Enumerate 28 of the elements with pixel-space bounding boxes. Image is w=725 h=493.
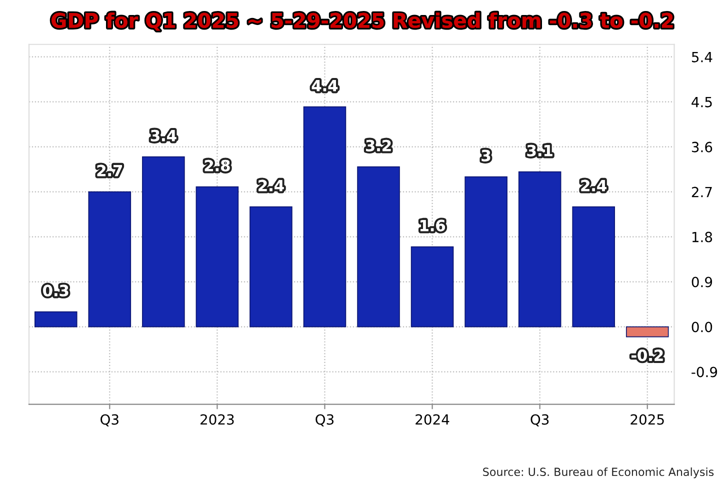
bar (250, 206, 292, 328)
bar (34, 311, 78, 328)
y-tick-label: 0.0 (692, 322, 712, 332)
y-tick-label: 0.9 (692, 276, 712, 288)
x-tick-label: Q3 (316, 414, 334, 426)
bar (142, 156, 185, 328)
bar (626, 326, 669, 338)
bar (196, 186, 239, 328)
y-tick-label: 5.4 (692, 52, 712, 62)
chart-title: GDP for Q1 2025 ~ 5-29-2025 Revised from -0.3 to -0.2 (52, 12, 673, 31)
x-tick-label: Q3 (100, 414, 118, 426)
x-tick-label: Q3 (530, 414, 549, 426)
y-tick-label: 2.7 (692, 186, 712, 198)
x-tick-label: 2024 (416, 414, 450, 425)
y-tick-label: 4.5 (692, 97, 712, 108)
x-tick-label: 2025 (630, 414, 664, 425)
x-tick-label: 2023 (200, 414, 234, 425)
bar (464, 176, 508, 328)
bar (88, 191, 132, 328)
bar (303, 106, 346, 328)
bar (357, 166, 400, 328)
bar (518, 171, 562, 328)
y-tick-label: -0.9 (692, 366, 718, 378)
y-tick-label: 3.6 (692, 142, 712, 152)
source-note: Source: U.S. Bureau of Economic Analysis (483, 467, 714, 478)
bar (410, 246, 454, 328)
bar (572, 206, 615, 328)
y-tick-label: 1.8 (692, 232, 712, 242)
